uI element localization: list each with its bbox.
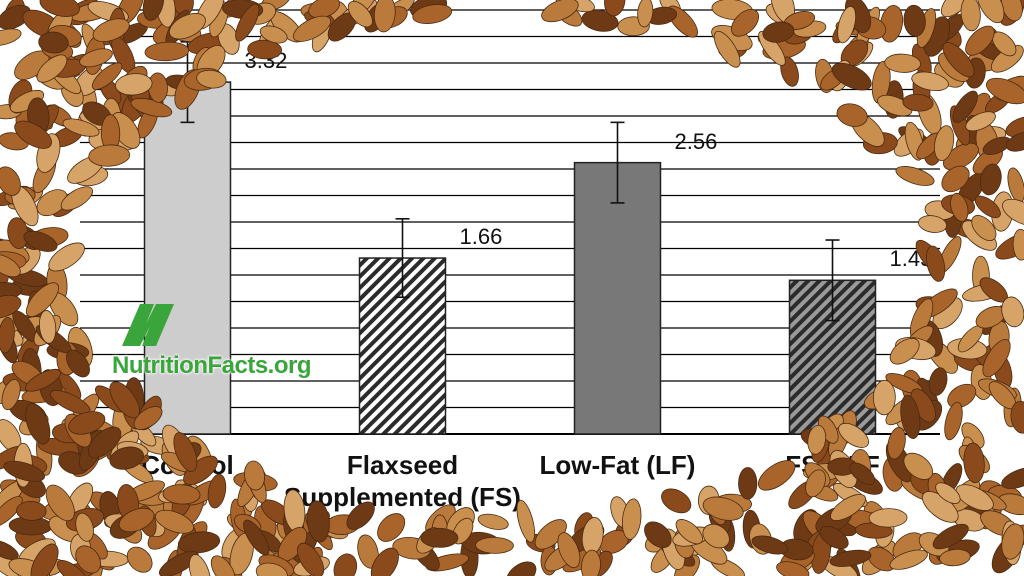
data-label: 1.45 <box>889 246 933 272</box>
error-bar <box>825 239 840 322</box>
nf-leaf-icon <box>122 304 174 346</box>
data-label: 2.56 <box>674 128 718 154</box>
error-bar <box>395 218 410 299</box>
logo-text: NutritionFacts.org <box>112 352 312 379</box>
bar <box>143 81 232 435</box>
category-label: FS + LF <box>683 449 983 481</box>
category-label-line: Low-Fat (LF) <box>539 450 696 480</box>
nutritionfacts-logo: NutritionFacts.org <box>112 300 352 390</box>
category-label-line: Flaxseed <box>346 450 459 480</box>
bar <box>573 161 662 435</box>
category-label: Low-Fat (LF) <box>468 449 768 481</box>
data-label: 3.32 <box>244 48 288 74</box>
category-label-line: Supplemented (FS) <box>284 482 521 512</box>
category-label-line: FS + LF <box>785 450 880 480</box>
error-bars <box>180 40 840 322</box>
error-bar <box>610 121 625 204</box>
bars <box>143 81 877 435</box>
data-label: 1.66 <box>459 224 503 250</box>
